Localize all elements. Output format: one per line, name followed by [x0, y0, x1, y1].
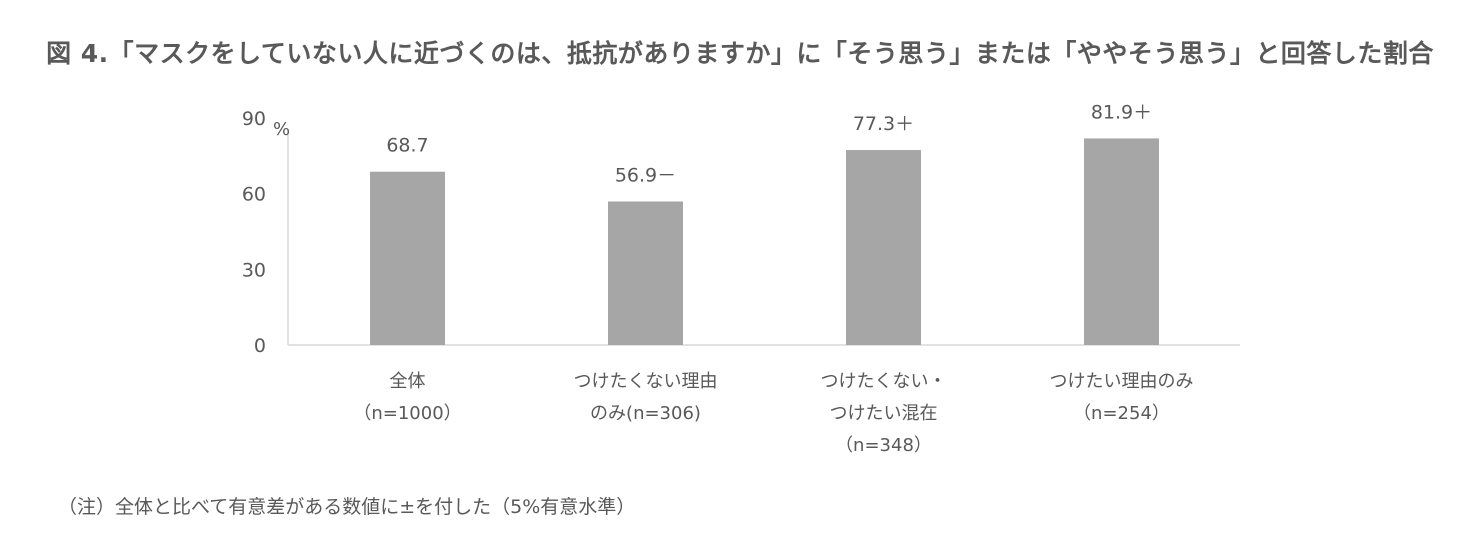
category-label-line: つけたい理由のみ	[1050, 371, 1194, 392]
category-label-line: （n=1000）	[353, 403, 461, 424]
y-tick-label: 60	[242, 184, 266, 206]
bar	[846, 150, 921, 345]
footnote: （注）全体と比べて有意差がある数値に±を付した（5%有意水準）	[58, 496, 636, 518]
y-tick-label: 90	[242, 108, 266, 130]
bars	[370, 138, 1159, 345]
category-label-line: つけたい混在	[830, 403, 938, 424]
bar-chart: 0 30 60 90% 68.7 56.9－ 77.3＋ 81.9＋ 全体 （n=1000） つ…	[242, 101, 1240, 456]
bar	[608, 201, 683, 345]
data-label: 68.7	[386, 135, 428, 157]
bar	[1084, 138, 1159, 345]
y-tick-label: 0	[254, 335, 266, 357]
chart-title: 図 4.「マスクをしていない人に近づくのは、抵抗がありますか」に「そう思う」また…	[46, 39, 1434, 68]
y-axis-unit: %	[273, 119, 290, 140]
category-label: つけたくない・つけたい混在 （n=348）	[821, 371, 947, 456]
data-label: 81.9＋	[1091, 101, 1152, 123]
data-labels: 68.7 56.9－ 77.3＋ 81.9＋	[386, 101, 1152, 186]
bar	[370, 171, 445, 345]
data-label: 56.9－	[615, 164, 676, 186]
category-label-line: （n=348）	[835, 435, 932, 456]
data-label: 77.3＋	[853, 113, 914, 135]
category-label-line: つけたくない理由	[574, 371, 718, 392]
category-label-line: （n=254）	[1073, 403, 1170, 424]
y-tick-label: 30	[242, 259, 266, 281]
category-label-line: のみ(n=306)	[590, 403, 701, 424]
category-label-line: つけたくない・	[821, 371, 947, 392]
y-axis: 0 30 60 90%	[242, 108, 1240, 357]
category-label: つけたい理由のみ （n=254）	[1050, 371, 1194, 424]
category-label-line: 全体	[390, 371, 426, 392]
category-label: 全体 （n=1000）	[353, 371, 461, 424]
